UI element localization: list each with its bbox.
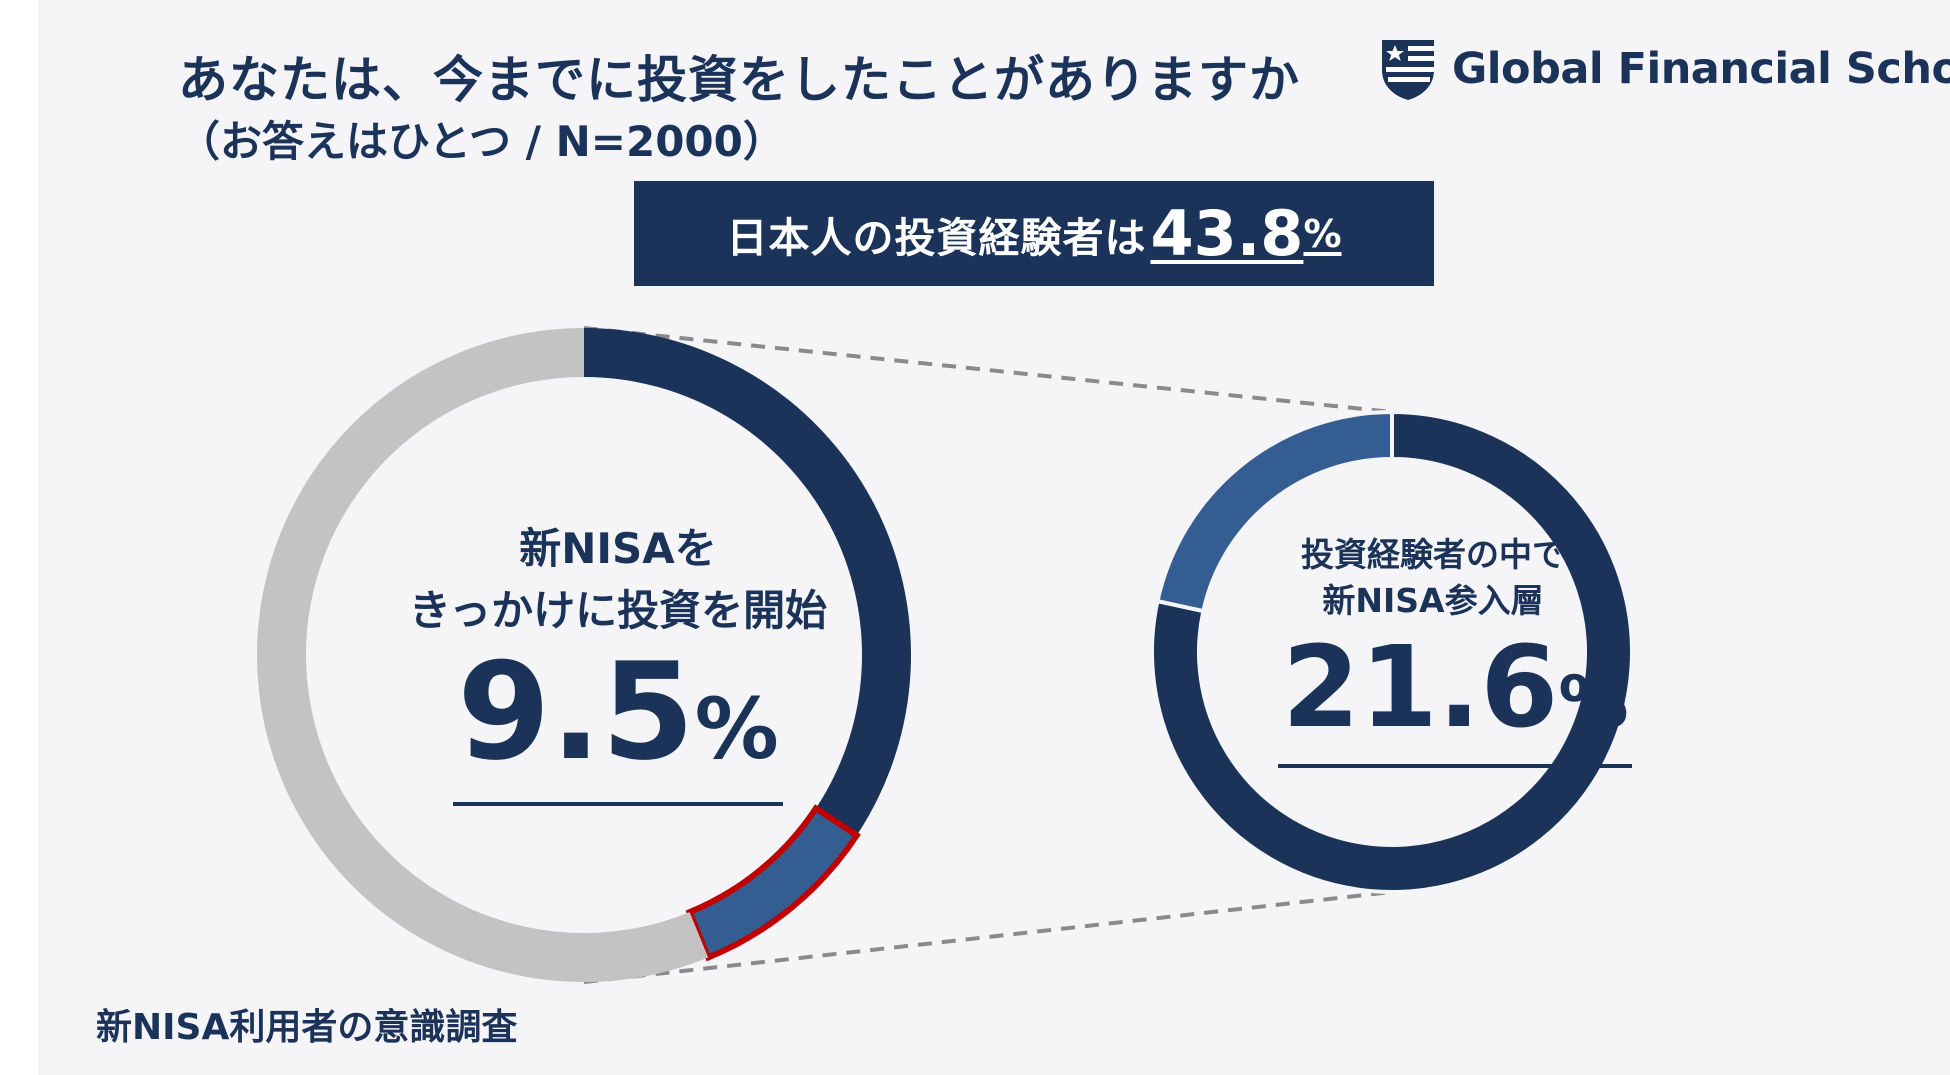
left-donut-slice-0 (584, 328, 911, 836)
page-title: あなたは、今までに投資をしたことがありますか (178, 51, 1300, 109)
left-value-unit: % (694, 680, 779, 778)
right-donut-slice-1 (1155, 409, 1394, 614)
right-value-unit: % (1558, 661, 1629, 743)
right-donut-value: 21.6% (1278, 632, 1633, 768)
brand-logo: Global Financial School (1378, 34, 1950, 104)
right-value-number: 21.6 (1282, 623, 1559, 753)
left-value-wrap: 9.5% (453, 645, 783, 806)
banner-unit: % (1303, 211, 1342, 256)
left-label-line1: 新NISAを (519, 524, 717, 573)
connector-line-1 (583, 890, 1393, 984)
left-donut-slice-1 (685, 804, 861, 962)
source-footnote: 新NISA利用者の意識調査 (96, 1007, 518, 1048)
donut-charts (256, 326, 1634, 984)
page-subtitle: （お答えはひとつ / N=2000） (178, 117, 785, 166)
right-label-line2: 新NISA参入層 (1322, 581, 1544, 620)
left-label-line2: きっかけに投資を開始 (408, 586, 828, 635)
left-donut-chart (256, 328, 911, 982)
connector-line-0 (583, 326, 1393, 414)
left-donut-label: 新NISAを きっかけに投資を開始 (368, 518, 868, 642)
right-donut-slice-0 (1150, 409, 1634, 894)
logo-text: Global Financial School (1452, 44, 1950, 94)
shield-logo-icon (1382, 40, 1434, 100)
slide-background: あなたは、今までに投資をしたことがありますか （お答えはひとつ / N=2000… (38, 0, 1950, 1075)
right-label-line1: 投資経験者の中で (1301, 535, 1565, 574)
left-donut-value: 9.5% (368, 645, 868, 806)
left-value-number: 9.5 (457, 634, 695, 790)
headline-banner: 日本人の投資経験者は 43.8% (634, 181, 1434, 286)
right-value-wrap: 21.6% (1278, 632, 1633, 768)
connector-lines (583, 326, 1393, 984)
right-donut-label: 投資経験者の中で 新NISA参入層 (1278, 532, 1588, 624)
right-donut-chart (1150, 409, 1634, 894)
banner-lead: 日本人の投資経験者は (726, 213, 1147, 262)
banner-value: 43.8 (1150, 197, 1304, 270)
